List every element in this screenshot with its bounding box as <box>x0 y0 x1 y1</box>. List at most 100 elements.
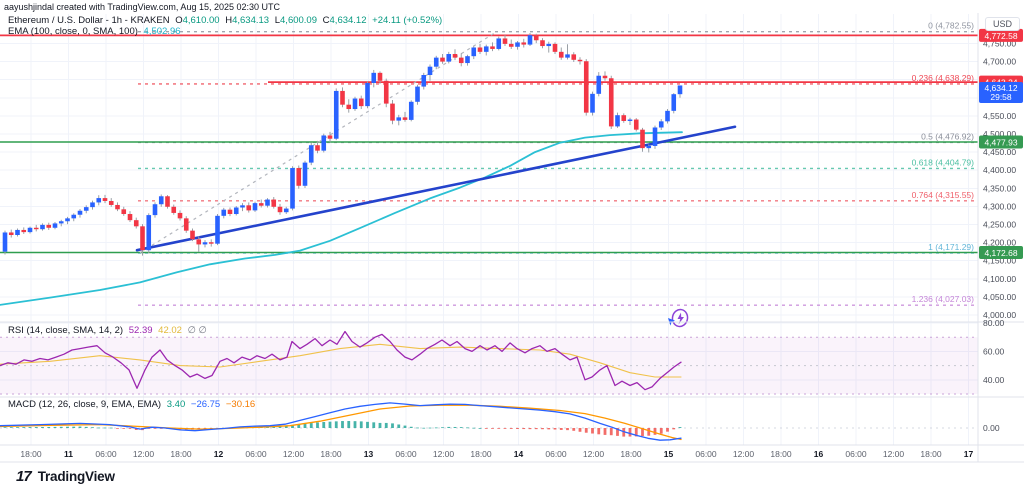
svg-text:18:00: 18:00 <box>470 449 492 459</box>
svg-text:4,450.00: 4,450.00 <box>983 147 1016 157</box>
close-value: 4,634.12 <box>329 15 367 26</box>
price-axis[interactable] <box>978 13 1024 445</box>
svg-text:4,100.00: 4,100.00 <box>983 274 1016 284</box>
svg-text:18:00: 18:00 <box>320 449 342 459</box>
svg-text:12: 12 <box>214 449 224 459</box>
macd-hist-value: 3.40 <box>166 399 186 410</box>
svg-text:4,634.12: 4,634.12 <box>984 83 1017 93</box>
support-trendline[interactable] <box>135 125 737 252</box>
svg-text:4,172.68: 4,172.68 <box>984 248 1017 258</box>
svg-text:4,150.00: 4,150.00 <box>983 256 1016 266</box>
macd-label: MACD (12, 26, close, 9, EMA, EMA) <box>8 399 162 410</box>
svg-text:60.00: 60.00 <box>983 346 1005 356</box>
svg-text:16: 16 <box>814 449 824 459</box>
high-label: H <box>225 15 233 26</box>
svg-text:4,500.00: 4,500.00 <box>983 129 1016 139</box>
open-label: O <box>175 15 183 26</box>
rsi-ma-value: 42.02 <box>158 325 182 336</box>
open-value: 4,610.00 <box>182 15 220 26</box>
svg-text:4,700.00: 4,700.00 <box>983 57 1016 67</box>
symbol-title: Ethereum / U.S. Dollar - 1h - KRAKEN <box>8 15 170 26</box>
high-value: 4,634.13 <box>232 15 270 26</box>
svg-text:18:00: 18:00 <box>770 449 792 459</box>
macd-signal-value: −30.16 <box>225 399 256 410</box>
svg-text:18:00: 18:00 <box>620 449 642 459</box>
candles-series <box>2 33 683 256</box>
close-label: C <box>322 15 330 26</box>
ema-legend[interactable]: EMA (100, close, 0, SMA, 100) 4,502.96 <box>8 26 184 37</box>
svg-text:1.236 (4,027.03): 1.236 (4,027.03) <box>912 294 975 304</box>
svg-text:0.5 (4,476.92): 0.5 (4,476.92) <box>921 131 974 141</box>
rsi-label: RSI (14, close, SMA, 14, 2) <box>8 325 124 336</box>
drawing-cursor-icon <box>668 308 689 328</box>
svg-text:18:00: 18:00 <box>170 449 192 459</box>
svg-text:4,000.00: 4,000.00 <box>983 310 1016 320</box>
ema-line <box>0 131 683 306</box>
svg-text:12:00: 12:00 <box>433 449 455 459</box>
tradingview-logo-icon: 17 <box>16 468 32 485</box>
svg-text:12:00: 12:00 <box>583 449 605 459</box>
svg-text:0.236 (4,638.29): 0.236 (4,638.29) <box>912 73 975 83</box>
svg-text:29:58: 29:58 <box>990 92 1012 102</box>
svg-text:4,250.00: 4,250.00 <box>983 220 1016 230</box>
svg-text:14: 14 <box>514 449 524 459</box>
credit-text: aayushjindal created with TradingView.co… <box>4 2 281 12</box>
svg-text:4,050.00: 4,050.00 <box>983 292 1016 302</box>
tradingview-logo[interactable]: 17 TradingView <box>16 468 115 485</box>
svg-text:0 (4,782.55): 0 (4,782.55) <box>928 21 974 31</box>
rsi-plot <box>0 330 682 391</box>
rsi-extra: ∅ ∅ <box>187 325 207 336</box>
svg-text:06:00: 06:00 <box>845 449 867 459</box>
macd-value: −26.75 <box>190 399 221 410</box>
svg-text:06:00: 06:00 <box>395 449 417 459</box>
ema-value: 4,502.96 <box>143 26 181 37</box>
currency-toggle-button[interactable]: USD <box>984 17 1020 31</box>
low-value: 4,600.09 <box>280 15 317 26</box>
svg-text:12:00: 12:00 <box>283 449 305 459</box>
svg-text:06:00: 06:00 <box>695 449 717 459</box>
svg-text:4,400.00: 4,400.00 <box>983 165 1016 175</box>
svg-text:13: 13 <box>364 449 374 459</box>
svg-text:17: 17 <box>964 449 974 459</box>
price-badges: 4,772.584,643.244,634.1229:584,477.934,1… <box>979 28 1023 259</box>
svg-text:4,750.00: 4,750.00 <box>983 39 1016 49</box>
svg-text:11: 11 <box>64 449 73 459</box>
svg-text:1 (4,171.29): 1 (4,171.29) <box>928 242 974 252</box>
rsi-legend[interactable]: RSI (14, close, SMA, 14, 2) 52.39 42.02 … <box>8 325 210 336</box>
svg-text:4,772.58: 4,772.58 <box>984 31 1017 41</box>
svg-text:15: 15 <box>664 449 674 459</box>
svg-text:4,550.00: 4,550.00 <box>983 111 1016 121</box>
svg-text:40.00: 40.00 <box>983 375 1005 385</box>
svg-text:0.764 (4,315.55): 0.764 (4,315.55) <box>912 190 975 200</box>
tradingview-logo-text: TradingView <box>37 469 115 484</box>
time-axis[interactable] <box>0 445 978 462</box>
macd-legend[interactable]: MACD (12, 26, close, 9, EMA, EMA) 3.40 −… <box>8 399 258 410</box>
main-pane <box>0 33 737 306</box>
svg-text:06:00: 06:00 <box>95 449 117 459</box>
svg-text:4,350.00: 4,350.00 <box>983 183 1016 193</box>
svg-text:12:00: 12:00 <box>133 449 155 459</box>
rsi-band <box>0 336 978 429</box>
rsi-value: 52.39 <box>128 325 153 336</box>
svg-text:80.00: 80.00 <box>983 318 1005 328</box>
macd-plot <box>0 402 682 441</box>
svg-text:06:00: 06:00 <box>245 449 267 459</box>
svg-text:0.00: 0.00 <box>983 423 1000 433</box>
pane-separators <box>0 13 1024 463</box>
svg-text:4,300.00: 4,300.00 <box>983 201 1016 211</box>
svg-text:0.618 (4,404.79): 0.618 (4,404.79) <box>912 157 975 167</box>
svg-text:4,477.93: 4,477.93 <box>984 138 1017 148</box>
symbol-legend[interactable]: Ethereum / U.S. Dollar - 1h - KRAKEN O4,… <box>8 15 445 26</box>
svg-text:12:00: 12:00 <box>733 449 755 459</box>
low-label: L <box>274 15 281 26</box>
grid <box>0 14 978 445</box>
time-axis-labels: 18:00 11 06:00 12:00 18:00 12 06:00 12:00 18:00 1… <box>20 449 973 459</box>
svg-text:06:00: 06:00 <box>545 449 567 459</box>
svg-text:12:00: 12:00 <box>883 449 905 459</box>
change-value: +24.11 (+0.52%) <box>372 15 443 26</box>
svg-text:4,200.00: 4,200.00 <box>983 238 1016 248</box>
svg-text:18:00: 18:00 <box>920 449 942 459</box>
svg-text:18:00: 18:00 <box>20 449 42 459</box>
